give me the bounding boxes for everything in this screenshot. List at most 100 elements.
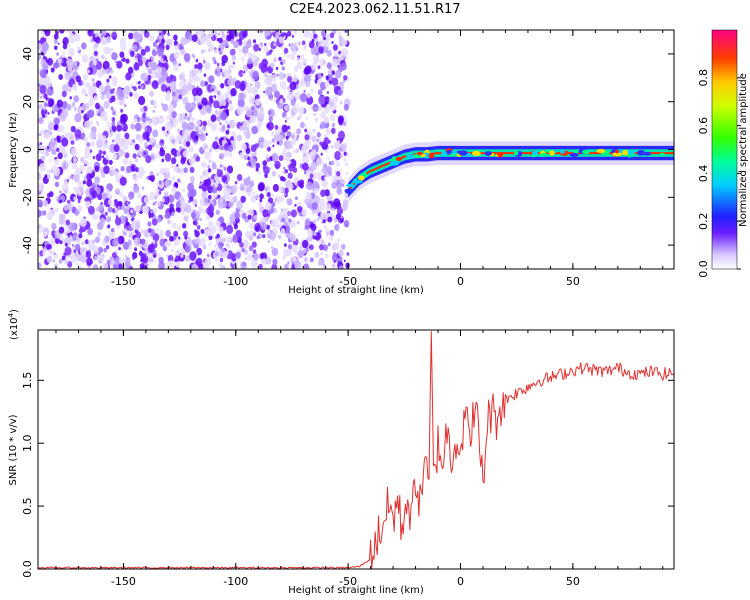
noise-speckle xyxy=(121,247,124,251)
noise-speckle xyxy=(99,150,103,155)
noise-speckle xyxy=(264,187,268,192)
noise-speckle xyxy=(142,205,150,214)
noise-speckle xyxy=(289,160,292,164)
noise-speckle xyxy=(271,131,275,136)
noise-speckle xyxy=(151,49,158,57)
noise-speckle xyxy=(132,139,135,143)
noise-speckle xyxy=(193,220,198,226)
noise-speckle xyxy=(98,203,104,211)
noise-speckle xyxy=(304,65,312,75)
noise-speckle xyxy=(299,93,308,103)
noise-speckle xyxy=(44,174,48,178)
noise-speckle xyxy=(139,46,143,51)
noise-speckle xyxy=(123,231,127,236)
noise-speckle xyxy=(207,228,214,237)
noise-speckle xyxy=(40,129,44,135)
noise-speckle xyxy=(252,70,259,81)
noise-speckle xyxy=(291,138,297,146)
noise-speckle xyxy=(255,167,259,172)
noise-speckle xyxy=(119,176,127,186)
noise-speckle xyxy=(317,65,321,70)
noise-speckle xyxy=(159,32,162,36)
noise-speckle xyxy=(338,265,344,269)
noise-speckle xyxy=(316,131,321,138)
noise-speckle xyxy=(177,178,181,183)
noise-speckle xyxy=(95,214,100,219)
noise-speckle xyxy=(47,174,51,180)
noise-speckle xyxy=(344,162,349,167)
noise-speckle xyxy=(101,192,108,200)
noise-speckle xyxy=(118,247,121,251)
noise-speckle xyxy=(56,137,61,142)
noise-speckle xyxy=(94,179,99,186)
noise-speckle xyxy=(201,183,208,192)
spectrogram-panel: -150 -100 -50 0 50 -40 -20 0 20 40 Height of str… xyxy=(8,29,675,296)
noise-speckle xyxy=(70,125,76,133)
noise-speckle xyxy=(104,160,108,165)
noise-speckle xyxy=(54,62,60,69)
signal-blob xyxy=(581,149,590,154)
noise-speckle xyxy=(336,206,344,215)
noise-speckle xyxy=(38,182,43,191)
noise-speckle xyxy=(105,68,111,74)
noise-speckle xyxy=(322,60,326,65)
noise-speckle xyxy=(106,122,111,128)
noise-speckle xyxy=(150,210,153,214)
noise-speckle xyxy=(296,56,300,61)
noise-speckle xyxy=(73,107,77,112)
noise-speckle xyxy=(230,136,235,142)
noise-speckle xyxy=(258,141,265,149)
signal-blob xyxy=(643,151,652,156)
noise-speckle xyxy=(199,36,207,45)
noise-speckle xyxy=(178,94,183,100)
noise-speckle xyxy=(62,41,65,44)
noise-speckle xyxy=(124,132,130,140)
noise-speckle xyxy=(39,162,47,172)
signal-blob xyxy=(451,150,457,154)
noise-speckle xyxy=(133,184,140,193)
noise-speckle xyxy=(125,95,129,100)
noise-speckle xyxy=(110,48,114,52)
colorbar-tick-label: 0.4 xyxy=(697,165,710,183)
noise-speckle xyxy=(164,167,170,174)
noise-speckle xyxy=(326,91,329,94)
noise-speckle xyxy=(312,219,317,224)
noise-speckle xyxy=(285,248,292,257)
noise-speckle xyxy=(195,257,203,267)
noise-speckle xyxy=(42,114,46,118)
noise-speckle xyxy=(202,125,207,131)
noise-speckle xyxy=(302,162,309,171)
noise-speckle xyxy=(106,216,111,223)
noise-speckle xyxy=(182,187,186,193)
noise-speckle xyxy=(230,38,235,45)
noise-speckle xyxy=(199,175,204,181)
noise-speckle xyxy=(147,221,152,227)
noise-speckle xyxy=(152,144,155,148)
noise-speckle xyxy=(156,172,159,177)
noise-speckle xyxy=(276,73,279,77)
noise-speckle xyxy=(129,92,133,97)
spectrogram-x-tick-label: -100 xyxy=(223,275,248,288)
snr-series-line xyxy=(38,331,674,569)
noise-speckle xyxy=(333,198,341,208)
noise-speckle xyxy=(87,205,95,215)
snr-multiplier: (x104) xyxy=(7,309,20,340)
noise-speckle xyxy=(107,145,110,149)
noise-speckle xyxy=(70,254,78,264)
noise-speckle xyxy=(223,166,227,171)
noise-speckle xyxy=(232,235,238,243)
noise-speckle xyxy=(340,62,347,71)
noise-speckle xyxy=(140,107,144,113)
noise-speckle xyxy=(86,257,93,266)
noise-speckle xyxy=(171,211,175,217)
noise-speckle xyxy=(117,205,121,211)
noise-speckle xyxy=(115,188,120,193)
noise-speckle xyxy=(297,206,303,213)
noise-speckle xyxy=(247,156,251,161)
noise-speckle xyxy=(196,87,203,97)
noise-speckle xyxy=(272,258,278,266)
noise-speckle xyxy=(156,182,160,187)
noise-speckle xyxy=(213,100,220,109)
signal-blob xyxy=(484,151,492,156)
noise-speckle xyxy=(56,52,59,56)
